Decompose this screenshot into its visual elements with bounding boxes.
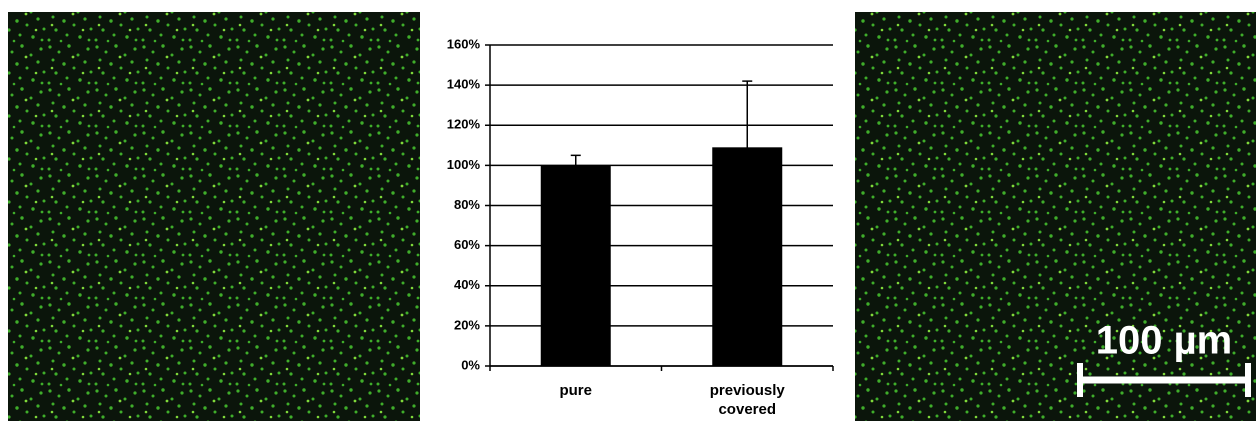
y-tick-label: 20% (454, 317, 480, 332)
scale-bar-label: 100 µm (1096, 319, 1232, 363)
chart: 100 µm 0% 20% 40% 60% 80% 100% 120% 140% 160% (0, 0, 1256, 421)
y-tick-label: 100% (447, 157, 481, 172)
y-tick-label: 40% (454, 277, 480, 292)
x-tick-label: pure (516, 381, 636, 400)
bar (541, 165, 611, 366)
figure: 100 µm 0% 20% 40% 60% 80% 100% 120% 140% 160% pu… (0, 0, 1256, 421)
y-tick-label: 0% (461, 357, 480, 372)
y-tick-label: 60% (454, 237, 480, 252)
micrograph-left (8, 12, 420, 421)
y-tick-label: 80% (454, 197, 480, 212)
y-tick-label: 120% (447, 117, 481, 132)
y-tick-label: 160% (447, 36, 481, 51)
y-tick-label: 140% (447, 77, 481, 92)
x-tick-label: previously covered (687, 381, 807, 419)
